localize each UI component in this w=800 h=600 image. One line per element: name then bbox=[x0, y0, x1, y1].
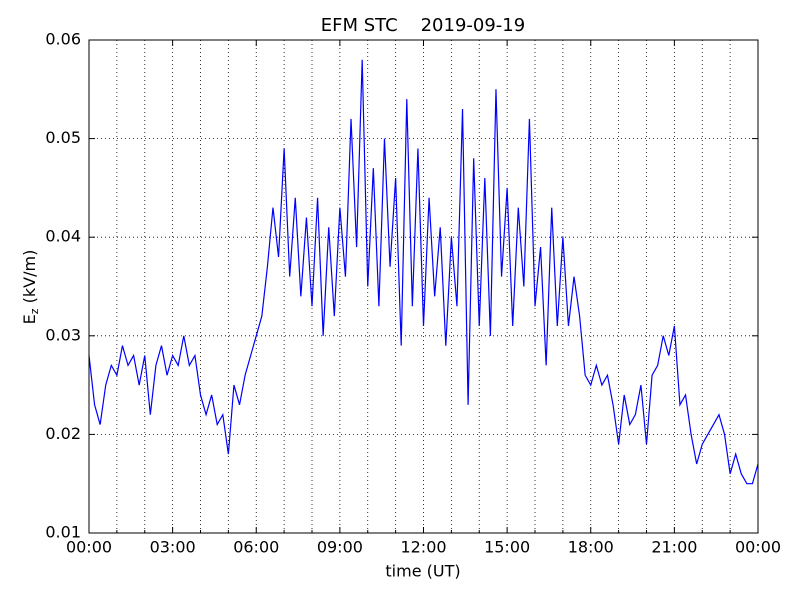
y-tick-label: 0.05 bbox=[45, 128, 81, 147]
x-tick-label: 15:00 bbox=[484, 538, 530, 557]
x-tick-label: 21:00 bbox=[651, 538, 697, 557]
x-tick-label: 00:00 bbox=[66, 538, 112, 557]
x-tick-label: 18:00 bbox=[568, 538, 614, 557]
y-tick-label: 0.01 bbox=[45, 523, 81, 542]
y-tick-label: 0.02 bbox=[45, 424, 81, 443]
y-axis-label: Ez (kV/m) bbox=[20, 250, 42, 325]
x-tick-label: 03:00 bbox=[150, 538, 196, 557]
y-tick-label: 0.06 bbox=[45, 30, 81, 49]
y-label-sub: z bbox=[28, 308, 41, 314]
x-tick-label: 12:00 bbox=[400, 538, 446, 557]
y-tick-label: 0.04 bbox=[45, 227, 81, 246]
y-label-main: E bbox=[20, 314, 39, 324]
x-axis-label: time (UT) bbox=[385, 562, 460, 581]
plot-frame bbox=[88, 39, 759, 534]
data-line bbox=[88, 59, 759, 485]
chart-title: EFM STC 2019-09-19 bbox=[321, 15, 525, 36]
y-tick-label: 0.03 bbox=[45, 325, 81, 344]
y-label-rest: (kV/m) bbox=[20, 250, 39, 309]
x-tick-label: 06:00 bbox=[233, 538, 279, 557]
x-tick-label: 09:00 bbox=[317, 538, 363, 557]
x-tick-label: 00:00 bbox=[735, 538, 781, 557]
